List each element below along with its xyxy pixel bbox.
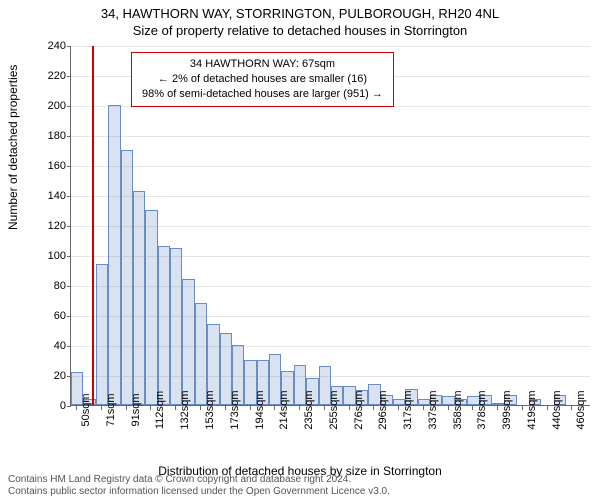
xtick-label: 460sqm — [575, 390, 587, 429]
xtick-label: 194sqm — [254, 390, 266, 429]
xtick-label: 419sqm — [526, 390, 538, 429]
gridline — [71, 136, 590, 137]
ytick-label: 40 — [36, 340, 66, 352]
xtick-mark — [175, 406, 176, 410]
xtick-label: 173sqm — [229, 390, 241, 429]
ytick-label: 140 — [36, 190, 66, 202]
ytick-mark — [67, 76, 71, 77]
reference-line — [92, 46, 94, 405]
page-title-line2: Size of property relative to detached ho… — [0, 21, 600, 38]
ytick-label: 100 — [36, 250, 66, 262]
ytick-mark — [67, 106, 71, 107]
ytick-label: 20 — [36, 370, 66, 382]
attribution-footer: Contains HM Land Registry data © Crown c… — [8, 474, 390, 498]
annotation-box: 34 HAWTHORN WAY: 67sqm← 2% of detached h… — [131, 52, 394, 107]
ytick-mark — [67, 166, 71, 167]
xtick-mark — [324, 406, 325, 410]
xtick-label: 440sqm — [551, 390, 563, 429]
xtick-label: 317sqm — [402, 390, 414, 429]
xtick-mark — [101, 406, 102, 410]
xtick-mark — [150, 406, 151, 410]
histogram-bar — [145, 210, 157, 405]
histogram-chart: 02040608010012014016018020022024034 HAWT… — [50, 46, 590, 436]
xtick-label: 235sqm — [303, 390, 315, 429]
xtick-mark — [373, 406, 374, 410]
footer-line2: Contains public sector information licen… — [8, 486, 390, 498]
xtick-mark — [522, 406, 523, 410]
xtick-label: 50sqm — [80, 393, 92, 426]
footer-line1: Contains HM Land Registry data © Crown c… — [8, 474, 390, 486]
gridline — [71, 46, 590, 47]
xtick-label: 112sqm — [154, 391, 166, 429]
annotation-line2: ← 2% of detached houses are smaller (16) — [142, 72, 383, 87]
xtick-mark — [250, 406, 251, 410]
gridline — [71, 166, 590, 167]
xtick-mark — [423, 406, 424, 410]
xtick-mark — [349, 406, 350, 410]
ytick-mark — [67, 316, 71, 317]
xtick-label: 378sqm — [476, 390, 488, 429]
xtick-mark — [200, 406, 201, 410]
annotation-line1: 34 HAWTHORN WAY: 67sqm — [142, 57, 383, 72]
histogram-bar — [170, 248, 182, 406]
ytick-label: 200 — [36, 100, 66, 112]
xtick-label: 296sqm — [377, 390, 389, 429]
xtick-mark — [571, 406, 572, 410]
histogram-bar — [108, 105, 120, 405]
xtick-mark — [398, 406, 399, 410]
xtick-mark — [472, 406, 473, 410]
gridline — [71, 196, 590, 197]
xtick-mark — [76, 406, 77, 410]
ytick-mark — [67, 406, 71, 407]
ytick-mark — [67, 46, 71, 47]
ytick-label: 80 — [36, 280, 66, 292]
histogram-bar — [133, 191, 145, 406]
xtick-label: 276sqm — [353, 390, 365, 429]
xtick-mark — [126, 406, 127, 410]
xtick-label: 91sqm — [130, 393, 142, 426]
xtick-label: 255sqm — [328, 390, 340, 429]
xtick-label: 132sqm — [179, 390, 191, 429]
xtick-mark — [448, 406, 449, 410]
xtick-mark — [497, 406, 498, 410]
xtick-label: 153sqm — [204, 390, 216, 429]
ytick-label: 120 — [36, 220, 66, 232]
ytick-label: 160 — [36, 160, 66, 172]
xtick-label: 71sqm — [105, 393, 117, 426]
xtick-mark — [274, 406, 275, 410]
histogram-bar — [121, 150, 133, 405]
annotation-line3: 98% of semi-detached houses are larger (… — [142, 87, 383, 102]
ytick-mark — [67, 136, 71, 137]
ytick-mark — [67, 226, 71, 227]
xtick-mark — [299, 406, 300, 410]
xtick-label: 214sqm — [278, 390, 290, 429]
ytick-label: 180 — [36, 130, 66, 142]
ytick-mark — [67, 346, 71, 347]
histogram-bar — [158, 246, 170, 405]
ytick-mark — [67, 256, 71, 257]
xtick-label: 358sqm — [452, 390, 464, 429]
plot-area: 02040608010012014016018020022024034 HAWT… — [70, 46, 590, 406]
ytick-mark — [67, 196, 71, 197]
histogram-bar — [96, 264, 108, 405]
xtick-mark — [547, 406, 548, 410]
histogram-bar — [182, 279, 194, 405]
ytick-label: 0 — [36, 400, 66, 412]
xtick-mark — [225, 406, 226, 410]
page-title-line1: 34, HAWTHORN WAY, STORRINGTON, PULBOROUG… — [0, 0, 600, 21]
ytick-label: 220 — [36, 70, 66, 82]
ytick-mark — [67, 286, 71, 287]
xtick-label: 337sqm — [427, 390, 439, 429]
xtick-label: 399sqm — [501, 390, 513, 429]
ytick-label: 240 — [36, 40, 66, 52]
ytick-label: 60 — [36, 310, 66, 322]
y-axis-label: Number of detached properties — [6, 65, 20, 230]
